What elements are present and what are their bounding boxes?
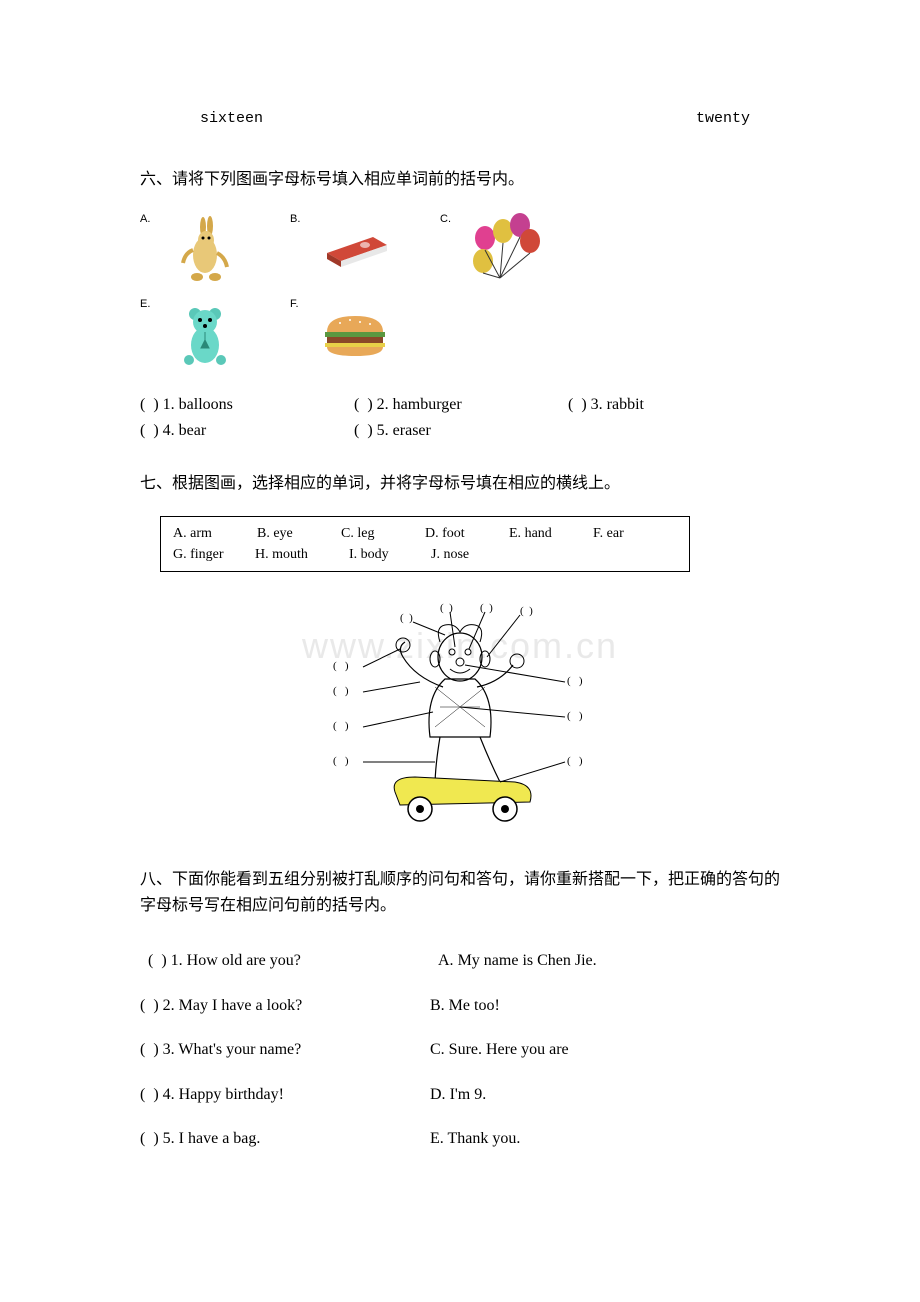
section6-match-row2: ( ) 4. bear ( ) 5. eraser [140,419,780,443]
header-right: twenty [696,110,750,127]
word-c: C. leg [341,523,425,544]
word-h: H. mouth [255,544,337,565]
section6-title: 六、请将下列图画字母标号填入相应单词前的括号内。 [140,167,780,193]
qa-row-3: ( ) 3. What's your name? C. Sure. Here y… [140,1039,780,1061]
hamburger-icon [310,298,400,373]
word-g: G. finger [173,544,255,565]
header-row: sixteen twenty [140,110,780,127]
match-3[interactable]: ( ) 3. rabbit [568,393,778,417]
header-left: sixteen [200,110,263,127]
image-label-f: F. [290,298,302,310]
rabbit-icon [160,213,250,288]
label-top4[interactable]: ( ) [520,605,533,617]
qa-q2[interactable]: ( ) 2. May I have a look? [140,995,430,1017]
label-left3[interactable]: ( ) [333,720,349,732]
qa-q4[interactable]: ( ) 4. Happy birthday! [140,1084,430,1106]
image-cell-e: E. [140,298,250,373]
image-cell-b: B. [290,213,400,288]
label-top2[interactable]: ( ) [440,602,453,614]
word-j: J. nose [431,544,513,565]
match-2[interactable]: ( ) 2. hamburger [354,393,564,417]
image-label-e: E. [140,298,152,310]
label-left2[interactable]: ( ) [333,685,349,697]
label-right2[interactable]: ( ) [567,710,583,722]
label-right1[interactable]: ( ) [567,675,583,687]
label-right3[interactable]: ( ) [567,755,583,767]
section6-image-grid: A. B. [140,213,780,373]
qa-row-5: ( ) 5. I have a bag. E. Thank you. [140,1128,780,1150]
word-b: B. eye [257,523,341,544]
clown-figure: ( ) ( ) ( ) ( ) ( ) ( ) ( ) ( ) ( ) ( ) … [285,587,635,837]
word-a: A. arm [173,523,257,544]
qa-a1: A. My name is Chen Jie. [438,950,597,972]
eraser-icon [310,213,400,288]
label-left1[interactable]: ( ) [333,660,349,672]
match-5[interactable]: ( ) 5. eraser [354,419,564,443]
label-top1[interactable]: ( ) [400,612,413,624]
qa-a3: C. Sure. Here you are [430,1039,569,1061]
image-label-b: B. [290,213,302,225]
qa-row-1: ( ) 1. How old are you? A. My name is Ch… [140,950,780,972]
image-label-a: A. [140,213,152,225]
match-4[interactable]: ( ) 4. bear [140,419,350,443]
image-cell-f: F. [290,298,400,373]
section8-title: 八、下面你能看到五组分别被打乱顺序的问句和答句，请你重新搭配一下，把正确的答句的… [140,867,780,918]
section7-word-bank: A. arm B. eye C. leg D. foot E. hand F. … [160,516,690,572]
image-cell-c: C. [440,213,550,288]
word-f: F. ear [593,523,677,544]
qa-q1[interactable]: ( ) 1. How old are you? [148,950,438,972]
image-label-c: C. [440,213,452,225]
bear-icon [160,298,250,373]
qa-q5[interactable]: ( ) 5. I have a bag. [140,1128,430,1150]
qa-a4: D. I'm 9. [430,1084,486,1106]
qa-a2: B. Me too! [430,995,500,1017]
match-1[interactable]: ( ) 1. balloons [140,393,350,417]
word-e: E. hand [509,523,593,544]
image-cell-a: A. [140,213,250,288]
section6-match-row1: ( ) 1. balloons ( ) 2. hamburger ( ) 3. … [140,393,780,417]
qa-q3[interactable]: ( ) 3. What's your name? [140,1039,430,1061]
label-left4[interactable]: ( ) [333,755,349,767]
word-i: I. body [337,544,431,565]
label-top3[interactable]: ( ) [480,602,493,614]
qa-a5: E. Thank you. [430,1128,520,1150]
word-d: D. foot [425,523,509,544]
qa-row-4: ( ) 4. Happy birthday! D. I'm 9. [140,1084,780,1106]
qa-row-2: ( ) 2. May I have a look? B. Me too! [140,995,780,1017]
section7-title: 七、根据图画，选择相应的单词，并将字母标号填在相应的横线上。 [140,471,780,497]
balloons-icon [460,213,550,288]
